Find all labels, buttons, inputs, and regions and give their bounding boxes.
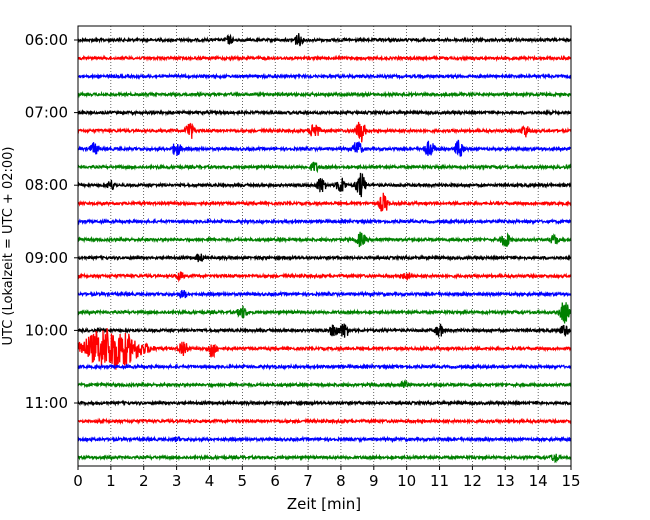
trace-line xyxy=(77,271,572,283)
x-tick-label: 5 xyxy=(238,472,248,490)
trace-line xyxy=(77,192,572,212)
trace-line xyxy=(77,139,572,157)
x-grid xyxy=(110,26,539,466)
trace-line xyxy=(77,90,572,99)
trace-line xyxy=(77,54,572,62)
seismic-traces xyxy=(77,33,572,464)
trace-line xyxy=(77,217,572,226)
trace-line xyxy=(77,253,572,263)
x-tick-label: 13 xyxy=(496,472,515,490)
x-tick-label: 11 xyxy=(430,472,449,490)
trace-line xyxy=(77,161,572,174)
x-tick-label: 1 xyxy=(106,472,116,490)
trace-line xyxy=(77,33,572,47)
trace-line xyxy=(77,328,572,370)
trace-line xyxy=(77,108,572,117)
trace-line xyxy=(77,302,572,324)
x-tick-label: 14 xyxy=(529,472,548,490)
trace-line xyxy=(77,362,572,371)
trace-line xyxy=(77,72,572,81)
y-axis-title: UTC (Lokalzeit = UTC + 02:00) xyxy=(1,147,16,346)
y-tick-label: 10:00 xyxy=(25,321,68,339)
y-tick-label: 08:00 xyxy=(25,176,68,194)
trace-line xyxy=(77,231,572,248)
x-tick-label: 12 xyxy=(463,472,482,490)
y-tick-label: 06:00 xyxy=(25,31,68,49)
y-tick-label: 09:00 xyxy=(25,249,68,267)
trace-line xyxy=(77,417,572,425)
trace-line xyxy=(77,399,572,407)
x-tick-label: 4 xyxy=(205,472,215,490)
trace-line xyxy=(77,172,572,198)
x-tick-label: 15 xyxy=(561,472,580,490)
x-tick-label: 0 xyxy=(73,472,83,490)
y-tick-label: 07:00 xyxy=(25,104,68,122)
x-axis-ticks: 0 1 2 3 4 5 6 7 8 9 10 11 12 13 14 15 xyxy=(73,466,581,490)
trace-line xyxy=(77,453,572,464)
y-axis-ticks: 06:00 07:00 08:00 09:00 10:00 11:00 xyxy=(25,31,78,412)
trace-line xyxy=(77,323,572,339)
x-tick-label: 7 xyxy=(303,472,313,490)
x-tick-label: 6 xyxy=(270,472,280,490)
trace-line xyxy=(77,121,572,143)
plot-frame xyxy=(77,25,572,467)
x-tick-label: 9 xyxy=(369,472,379,490)
trace-line xyxy=(77,289,572,300)
x-tick-label: 8 xyxy=(336,472,346,490)
trace-line xyxy=(77,379,572,389)
x-tick-label: 3 xyxy=(172,472,182,490)
trace-line xyxy=(77,435,572,444)
x-axis-title: Zeit [min] xyxy=(287,495,361,513)
x-tick-label: 2 xyxy=(139,472,149,490)
y-tick-label: 11:00 xyxy=(25,394,68,412)
x-tick-label: 10 xyxy=(397,472,416,490)
